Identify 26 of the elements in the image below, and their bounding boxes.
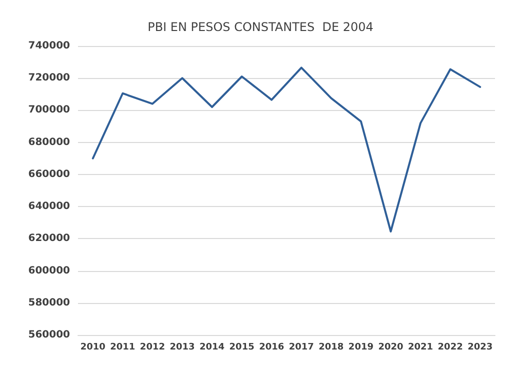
x-tick-label: 2023 bbox=[468, 342, 493, 352]
chart-title: PBI EN PESOS CONSTANTES DE 2004 bbox=[148, 20, 374, 34]
y-tick-label: 640000 bbox=[28, 201, 70, 212]
x-tick-label: 2013 bbox=[170, 342, 195, 352]
x-tick-label: 2011 bbox=[110, 342, 136, 352]
y-tick-label: 700000 bbox=[28, 104, 70, 116]
x-tick-label: 2020 bbox=[378, 342, 404, 352]
line-series bbox=[92, 66, 482, 232]
y-tick-label: 660000 bbox=[28, 168, 70, 180]
y-tick-label: 720000 bbox=[28, 72, 70, 84]
x-tick-label: 2015 bbox=[229, 342, 254, 352]
x-tick-label: 2012 bbox=[140, 342, 165, 352]
x-tick-label: 2022 bbox=[438, 342, 463, 352]
x-tick-label: 2017 bbox=[288, 342, 314, 352]
x-tick-label: 2016 bbox=[259, 342, 284, 352]
y-tick-label: 600000 bbox=[28, 265, 70, 276]
y-tick-label: 740000 bbox=[28, 40, 70, 52]
y-tick-label: 560000 bbox=[28, 330, 70, 340]
x-tick-label: 2018 bbox=[318, 342, 344, 352]
x-tick-label: 2021 bbox=[408, 342, 434, 352]
x-tick-label: 2014 bbox=[200, 342, 225, 352]
y-tick-label: 580000 bbox=[28, 297, 70, 308]
y-tick-label: 680000 bbox=[28, 136, 70, 148]
x-tick-label: 2010 bbox=[80, 342, 106, 352]
y-tick-label: 620000 bbox=[28, 233, 70, 244]
x-tick-label: 2019 bbox=[348, 342, 374, 352]
